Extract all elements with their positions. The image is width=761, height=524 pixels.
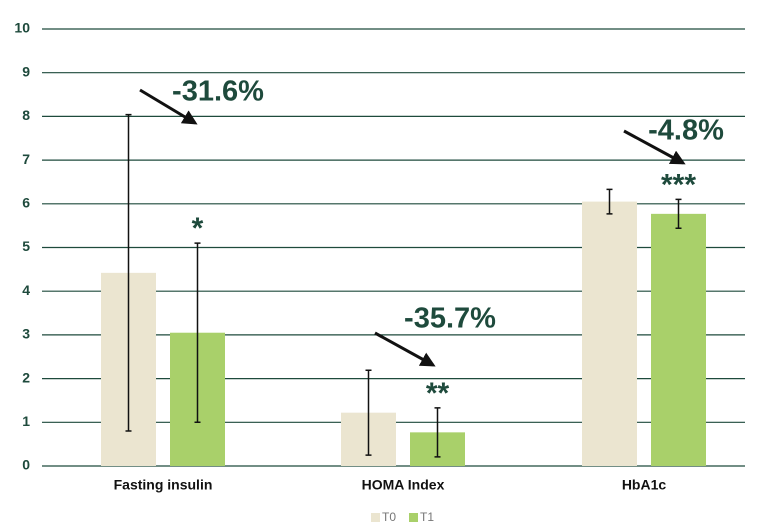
y-tick-label: 9 [22, 63, 30, 79]
legend-label: T0 [382, 510, 396, 524]
bar [582, 201, 637, 467]
annotation-arrow [139, 88, 198, 125]
x-tick-label: HbA1c [622, 477, 667, 493]
y-tick-label: 1 [22, 413, 30, 429]
annotation-change: -4.8% [648, 115, 724, 147]
annotation-change: -35.7% [404, 303, 496, 335]
annotation-arrow [374, 331, 436, 367]
error-bar [606, 188, 613, 215]
legend-swatch [371, 513, 380, 522]
bar [651, 213, 706, 466]
legend-label: T1 [420, 510, 434, 524]
y-tick-label: 3 [22, 326, 30, 342]
error-bar [434, 407, 441, 458]
x-tick-label: HOMA Index [362, 477, 445, 493]
legend-swatch [409, 513, 418, 522]
y-tick-label: 10 [14, 20, 30, 36]
y-tick-label: 0 [22, 457, 30, 473]
error-bar [675, 198, 682, 230]
annotation-arrow [623, 129, 686, 165]
error-bar [365, 369, 372, 456]
annotation-change: -31.6% [172, 76, 264, 108]
error-bar [125, 113, 132, 432]
y-tick-label: 8 [22, 107, 30, 123]
y-tick-label: 4 [22, 282, 30, 298]
annotation-significance: * [192, 212, 204, 245]
y-tick-label: 6 [22, 195, 30, 211]
y-tick-label: 5 [22, 238, 30, 254]
y-tick-label: 2 [22, 369, 30, 385]
y-tick-label: 7 [22, 151, 30, 167]
annotation-significance: *** [661, 168, 696, 201]
x-tick-label: Fasting insulin [114, 477, 213, 493]
error-bar [194, 242, 201, 424]
annotation-significance: ** [426, 377, 450, 410]
